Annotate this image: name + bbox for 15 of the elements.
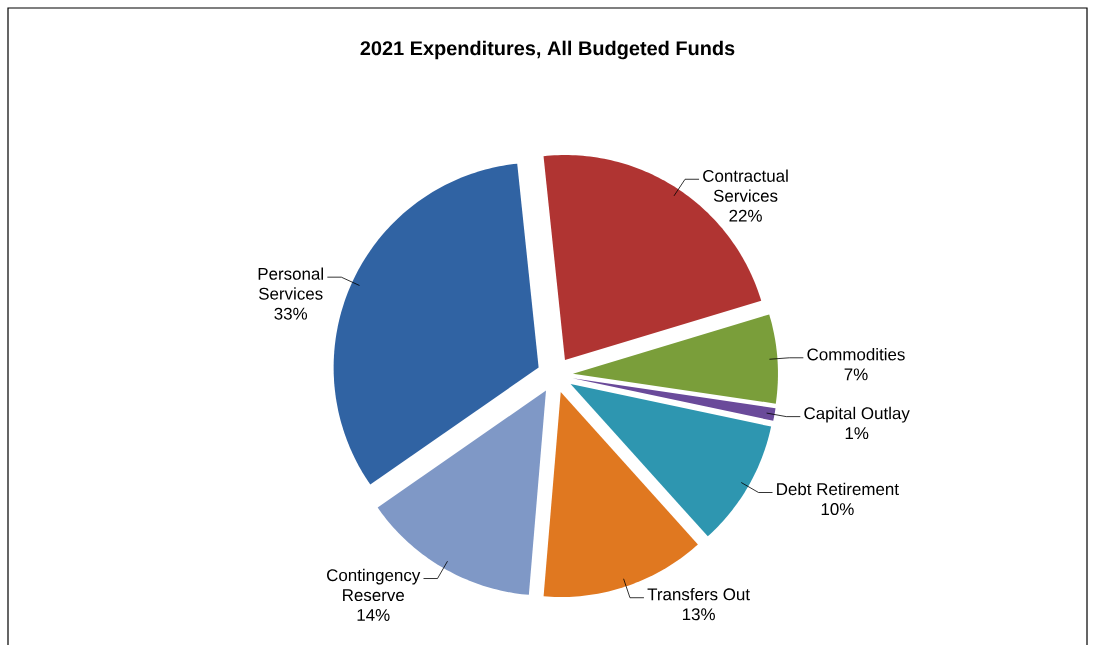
data-label: 1% [845, 427, 869, 440]
slice-label: Contractual Services [703, 169, 788, 202]
data-label: 14% [357, 609, 390, 621]
slice-label: Capital Outlay [804, 406, 910, 423]
slice-label: Contingency Reserve [327, 568, 421, 602]
data-label: 13% [682, 608, 715, 621]
data-label: 7% [844, 368, 868, 381]
slice-label: Transfers Out [647, 587, 750, 601]
slice-label: Personal Services [258, 267, 323, 300]
data-label: 10% [821, 503, 854, 516]
data-label: 33% [274, 307, 308, 320]
chart-title: 2021 Expenditures, All Budgeted Funds [360, 40, 735, 60]
slice-label: Debt Retirement [777, 482, 899, 496]
slice-label: Commodities [807, 348, 905, 361]
data-label: 22% [729, 209, 762, 222]
